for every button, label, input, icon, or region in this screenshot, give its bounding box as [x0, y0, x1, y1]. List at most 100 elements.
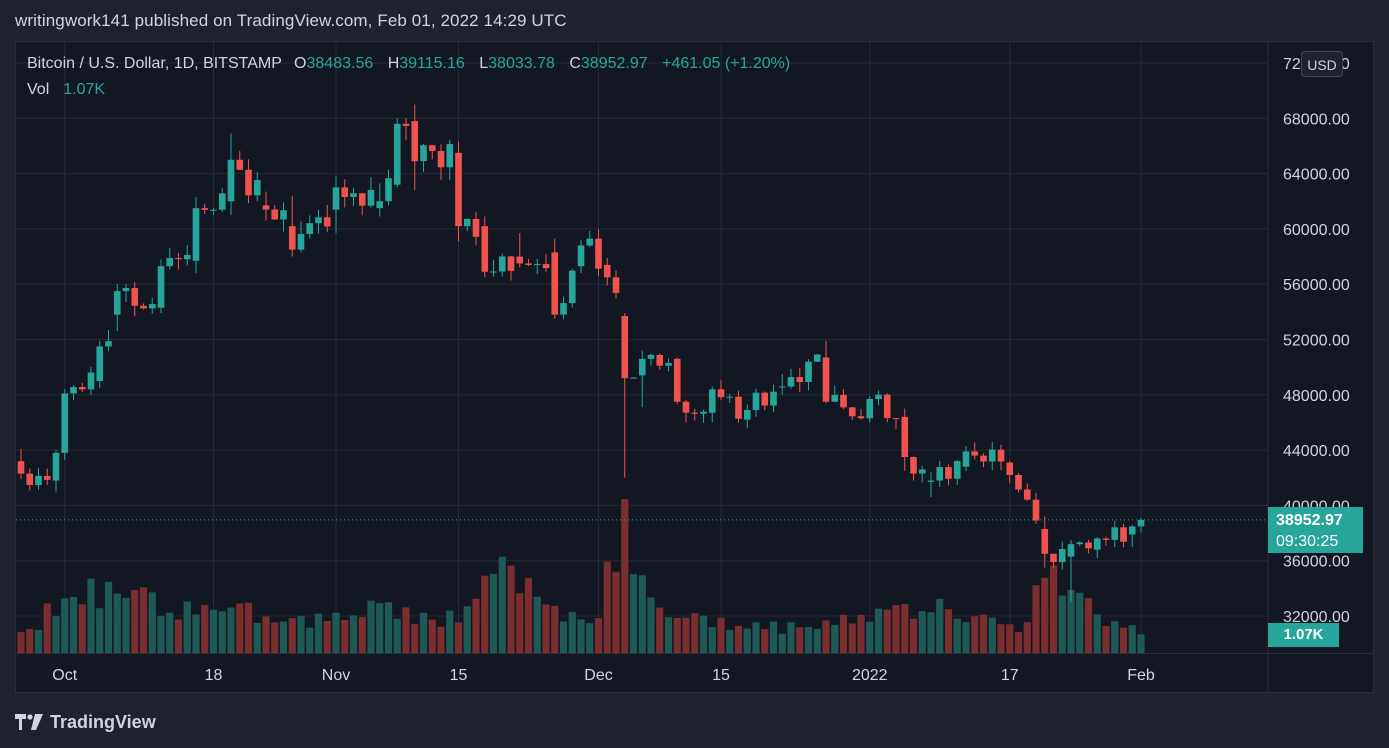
candle-body	[857, 416, 865, 419]
volume-bar	[787, 622, 795, 653]
y-tick-label: 32000.00	[1283, 609, 1350, 626]
volume-bar	[349, 615, 358, 653]
volume-bar	[822, 620, 830, 653]
volume-bar	[944, 609, 953, 653]
volume-bar	[43, 603, 51, 653]
candle-body	[218, 193, 226, 210]
candle-body	[630, 377, 637, 379]
candle-body	[166, 258, 174, 267]
candle-body	[280, 210, 287, 220]
volume-bar	[113, 593, 121, 653]
volume-bar	[87, 578, 95, 653]
y-tick-label: 44000.00	[1283, 443, 1350, 460]
candle-body	[1137, 519, 1145, 527]
volume-bar	[1049, 565, 1058, 653]
volume-legend: Vol 1.07K	[27, 81, 105, 99]
volume-bar	[218, 611, 226, 653]
volume-bar	[96, 608, 104, 653]
y-tick-label: 56000.00	[1283, 277, 1350, 294]
candle-body	[866, 398, 874, 419]
candle-body	[26, 473, 34, 485]
last-price-badge: 38952.97 09:30:25	[1268, 507, 1363, 553]
candle-body	[638, 358, 646, 376]
candle-body	[367, 189, 375, 206]
volume-bar	[778, 633, 786, 653]
volume-bar	[901, 604, 909, 653]
volume-bar	[489, 574, 498, 653]
volume-bar	[148, 592, 156, 653]
volume-bar	[507, 565, 515, 653]
volume-bar	[918, 611, 926, 653]
candle-body	[840, 394, 847, 408]
y-tick-label: 68000.00	[1283, 111, 1350, 128]
volume-bar	[927, 612, 935, 653]
volume-bar	[752, 622, 760, 653]
candle-body	[953, 461, 961, 479]
volume-bar	[708, 627, 716, 653]
volume-bar	[341, 620, 349, 653]
volume-bar	[979, 614, 988, 653]
candle-body	[577, 245, 585, 267]
volume-bar	[192, 614, 200, 653]
candle-body	[428, 145, 436, 152]
candle-body	[551, 252, 559, 315]
candle-body	[253, 180, 261, 196]
volume-bar	[463, 606, 471, 653]
volume-bar	[638, 575, 646, 653]
symbol-label: Bitcoin / U.S. Dollar, 1D, BITSTAMP	[27, 55, 282, 72]
volume-bar	[909, 618, 918, 653]
candle-body	[980, 455, 987, 462]
candle-body	[481, 226, 489, 272]
currency-button[interactable]: USD	[1301, 51, 1343, 77]
volume-bar	[428, 619, 436, 653]
bar-countdown: 09:30:25	[1276, 533, 1339, 550]
y-tick-label: 60000.00	[1283, 222, 1350, 239]
volume-bar	[699, 615, 708, 653]
volume-bar	[314, 613, 323, 653]
chart-panel[interactable]	[15, 41, 1374, 693]
candle-body	[148, 304, 156, 309]
candle-body	[61, 393, 69, 453]
candle-body	[918, 469, 926, 474]
candle-body	[1085, 542, 1092, 549]
candle-body	[525, 263, 532, 265]
volume-bar	[297, 615, 305, 653]
candle-body	[192, 208, 200, 261]
volume-bar	[761, 629, 769, 653]
volume-bar	[26, 629, 34, 653]
candle-body	[1093, 538, 1101, 550]
volume-bar	[962, 622, 970, 653]
volume-bar	[717, 617, 725, 653]
volume-bar	[883, 609, 891, 653]
open-label: O	[294, 55, 307, 72]
candle-body	[131, 288, 139, 306]
volume-bar	[1076, 592, 1084, 653]
volume-bar	[892, 605, 900, 653]
candle-body	[113, 291, 121, 315]
candle-body	[507, 256, 515, 271]
volume-bar	[454, 622, 463, 653]
candle-body	[708, 389, 716, 413]
candle-body	[446, 144, 454, 168]
volume-bar	[236, 603, 244, 653]
volume-bar	[953, 618, 961, 653]
volume-bar	[594, 618, 603, 653]
volume-bar	[629, 574, 638, 653]
volume-bar	[988, 617, 996, 653]
volume-bar	[1119, 627, 1128, 653]
volume-bar	[411, 623, 419, 653]
candle-body	[245, 169, 252, 196]
volume-bar	[131, 590, 139, 653]
y-tick-label: 36000.00	[1283, 554, 1350, 571]
x-tick-label: 15	[712, 667, 730, 684]
volume-label: Vol	[27, 81, 50, 98]
y-tick-label: 64000.00	[1283, 167, 1350, 184]
candle-body	[140, 305, 147, 309]
candle-body	[1111, 527, 1119, 540]
tradingview-logo[interactable]: TradingView	[15, 711, 156, 733]
candle-body	[717, 389, 725, 398]
volume-bar	[201, 604, 209, 653]
candle-body	[35, 475, 42, 485]
candle-body	[735, 396, 742, 419]
